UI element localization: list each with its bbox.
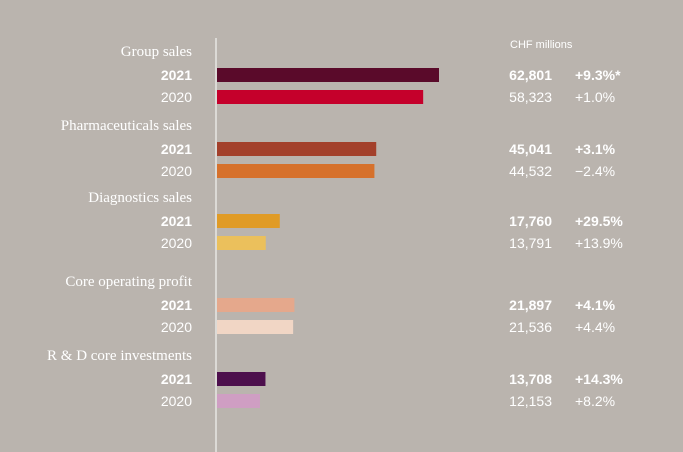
change-label: +14.3% xyxy=(575,371,623,387)
unit-label: CHF millions xyxy=(510,39,573,51)
year-label: 2020 xyxy=(161,89,192,105)
value-label: 44,532 xyxy=(509,163,552,179)
year-label: 2021 xyxy=(161,371,192,387)
bar xyxy=(217,142,377,156)
year-label: 2021 xyxy=(161,67,192,83)
bar xyxy=(217,68,439,82)
change-label: +3.1% xyxy=(575,141,616,157)
change-label: +29.5% xyxy=(575,213,623,229)
bar xyxy=(217,372,266,386)
bar xyxy=(217,394,260,408)
value-label: 12,153 xyxy=(509,393,552,409)
value-label: 62,801 xyxy=(509,67,552,83)
year-label: 2020 xyxy=(161,319,192,335)
year-label: 2021 xyxy=(161,141,192,157)
change-label: +4.4% xyxy=(575,319,615,335)
value-label: 13,791 xyxy=(509,235,552,251)
change-label: +4.1% xyxy=(575,297,616,313)
year-label: 2020 xyxy=(161,163,192,179)
value-label: 21,897 xyxy=(509,297,552,313)
group-title: Core operating profit xyxy=(65,274,192,290)
change-label: +9.3%* xyxy=(575,67,621,83)
year-label: 2021 xyxy=(161,297,192,313)
bar xyxy=(217,90,424,104)
value-label: 58,323 xyxy=(509,89,552,105)
group-title: Group sales xyxy=(121,44,192,60)
change-label: −2.4% xyxy=(575,163,615,179)
bar xyxy=(217,214,280,228)
value-label: 21,536 xyxy=(509,319,552,335)
group-title: Diagnostics sales xyxy=(88,190,192,206)
year-label: 2021 xyxy=(161,213,192,229)
change-label: +8.2% xyxy=(575,393,615,409)
value-label: 13,708 xyxy=(509,371,552,387)
bar xyxy=(217,164,375,178)
value-label: 45,041 xyxy=(509,141,552,157)
year-label: 2020 xyxy=(161,235,192,251)
group-title: R & D core investments xyxy=(47,348,192,364)
group-title: Pharmaceuticals sales xyxy=(61,118,192,134)
value-label: 17,760 xyxy=(509,213,552,229)
bar xyxy=(217,298,295,312)
change-label: +1.0% xyxy=(575,89,615,105)
bar xyxy=(217,236,266,250)
year-label: 2020 xyxy=(161,393,192,409)
change-label: +13.9% xyxy=(575,235,623,251)
bar xyxy=(217,320,294,334)
